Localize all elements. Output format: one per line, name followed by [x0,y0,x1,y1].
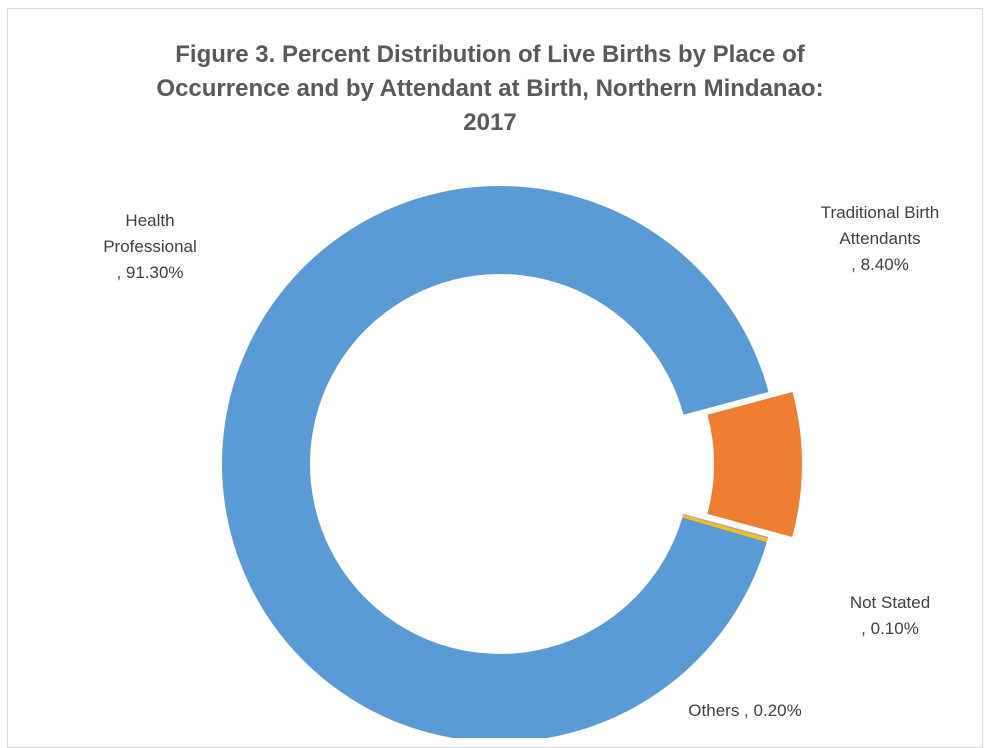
data-label: Traditional Birth Attendants , 8.40% [790,200,970,278]
label-category: Health Professional [103,211,197,256]
label-value: , 91.30% [116,263,183,282]
label-value: , 0.10% [861,619,919,638]
donut-slice [707,392,802,537]
label-category: Others [688,701,744,720]
data-label: Others , 0.20% [630,698,860,724]
label-category: Traditional Birth Attendants [821,203,939,248]
label-value: , 8.40% [851,255,909,274]
chart: Figure 3. Percent Distribution of Live B… [0,0,992,738]
data-label: Not Stated , 0.10% [810,590,970,642]
donut-slice [222,186,769,738]
data-label: Health Professional , 91.30% [80,208,220,286]
label-category: Not Stated [850,593,930,612]
chart-title: Figure 3. Percent Distribution of Live B… [130,38,850,140]
label-value: , 0.20% [744,701,802,720]
